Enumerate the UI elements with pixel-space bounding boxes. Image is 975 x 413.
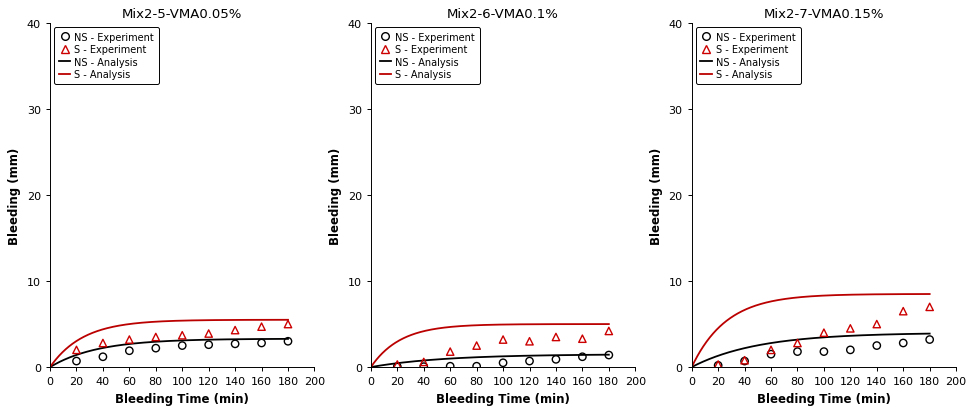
Point: [469, 342, 485, 349]
Point: [390, 363, 406, 370]
X-axis label: Bleeding Time (min): Bleeding Time (min): [757, 392, 891, 405]
Title: Mix2-7-VMA0.15%: Mix2-7-VMA0.15%: [763, 8, 884, 21]
Point: [390, 361, 406, 368]
Point: [416, 363, 432, 370]
Point: [601, 328, 616, 335]
Y-axis label: Bleeding (mm): Bleeding (mm): [9, 147, 21, 244]
Point: [922, 304, 938, 311]
Point: [68, 358, 84, 365]
Y-axis label: Bleeding (mm): Bleeding (mm): [650, 147, 663, 244]
Legend: NS - Experiment, S - Experiment, NS - Analysis, S - Analysis: NS - Experiment, S - Experiment, NS - An…: [54, 28, 159, 85]
Point: [737, 357, 753, 363]
Point: [227, 327, 243, 334]
Point: [522, 338, 537, 345]
Point: [574, 336, 590, 342]
Point: [711, 362, 726, 369]
Point: [790, 349, 805, 355]
Point: [280, 338, 295, 345]
Point: [763, 347, 779, 354]
Point: [548, 356, 564, 363]
Point: [895, 340, 911, 347]
Point: [737, 358, 753, 365]
Point: [254, 323, 269, 330]
Point: [148, 345, 164, 351]
Point: [175, 342, 190, 349]
Point: [96, 354, 111, 360]
Point: [416, 359, 432, 366]
Point: [68, 347, 84, 354]
Point: [495, 337, 511, 343]
Point: [495, 360, 511, 366]
Point: [922, 337, 938, 343]
Point: [601, 352, 616, 358]
Point: [895, 308, 911, 315]
Title: Mix2-6-VMA0.1%: Mix2-6-VMA0.1%: [448, 8, 559, 21]
Point: [869, 342, 884, 349]
Point: [280, 321, 295, 328]
Point: [816, 330, 832, 336]
Point: [443, 363, 458, 370]
Legend: NS - Experiment, S - Experiment, NS - Analysis, S - Analysis: NS - Experiment, S - Experiment, NS - An…: [695, 28, 800, 85]
Point: [763, 351, 779, 358]
Point: [548, 334, 564, 340]
Point: [816, 349, 832, 355]
Point: [96, 340, 111, 347]
Point: [227, 341, 243, 347]
Point: [711, 361, 726, 368]
Point: [148, 334, 164, 340]
Point: [574, 354, 590, 360]
Point: [254, 340, 269, 347]
Point: [842, 325, 858, 332]
Y-axis label: Bleeding (mm): Bleeding (mm): [330, 147, 342, 244]
Point: [201, 342, 216, 348]
Point: [842, 347, 858, 354]
Point: [122, 337, 137, 343]
Point: [122, 348, 137, 354]
Point: [522, 358, 537, 365]
X-axis label: Bleeding Time (min): Bleeding Time (min): [436, 392, 570, 405]
Point: [469, 363, 485, 370]
Point: [443, 349, 458, 355]
X-axis label: Bleeding Time (min): Bleeding Time (min): [115, 392, 250, 405]
Point: [201, 330, 216, 337]
Point: [790, 340, 805, 347]
Legend: NS - Experiment, S - Experiment, NS - Analysis, S - Analysis: NS - Experiment, S - Experiment, NS - An…: [374, 28, 480, 85]
Point: [175, 332, 190, 339]
Point: [869, 321, 884, 328]
Title: Mix2-5-VMA0.05%: Mix2-5-VMA0.05%: [122, 8, 243, 21]
